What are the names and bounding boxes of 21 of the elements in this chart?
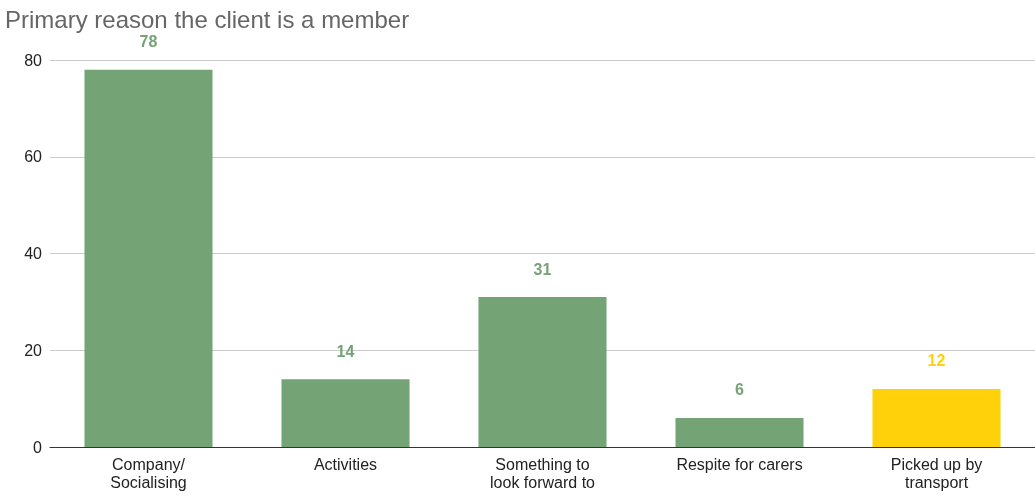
bar xyxy=(281,379,410,447)
y-tick-label: 60 xyxy=(24,148,43,166)
data-label: 14 xyxy=(336,342,355,360)
y-tick-label: 80 xyxy=(24,51,43,69)
bar xyxy=(84,69,213,447)
x-tick-label: Picked up by transport xyxy=(890,455,983,491)
data-label: 31 xyxy=(533,260,552,278)
y-tick-label: 40 xyxy=(24,245,43,262)
data-label: 12 xyxy=(927,352,946,370)
chart-title: Primary reason the client is a member xyxy=(5,5,410,33)
y-tick-label: 0 xyxy=(33,438,43,456)
bar xyxy=(872,388,1001,447)
data-label: 6 xyxy=(735,381,745,399)
x-tick-label: Company/ Socialising xyxy=(110,455,187,491)
data-label: 78 xyxy=(139,33,158,51)
y-tick-label: 20 xyxy=(24,341,43,359)
bar xyxy=(675,417,804,447)
bar xyxy=(478,297,607,447)
x-tick-label: Respite for carers xyxy=(676,455,803,473)
x-tick-label: Activities xyxy=(313,455,378,473)
x-tick-label: Something to look forward to xyxy=(490,455,596,491)
